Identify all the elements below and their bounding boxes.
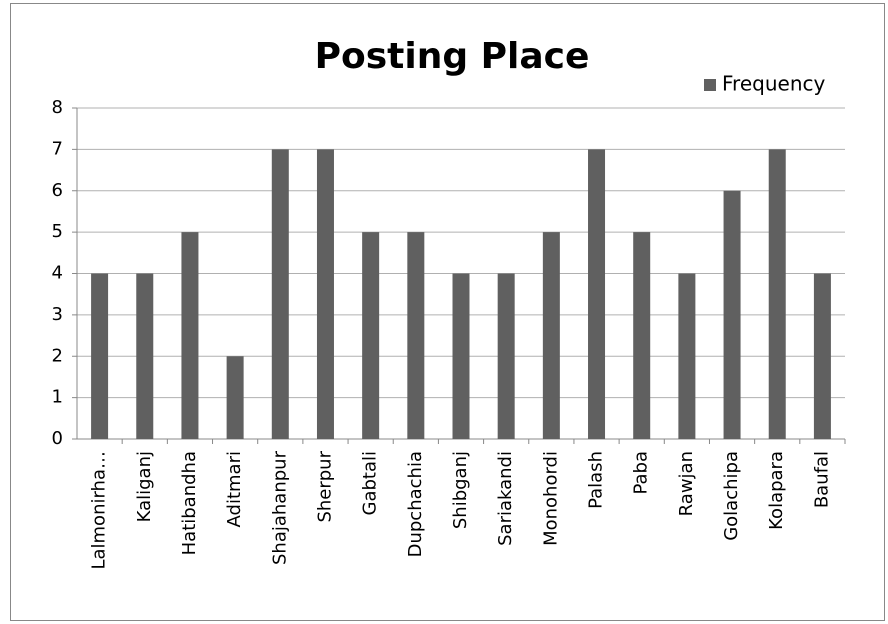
bar bbox=[316, 149, 334, 439]
bar bbox=[588, 149, 606, 439]
bar bbox=[91, 273, 109, 439]
bar bbox=[768, 149, 786, 439]
x-tick-label: Rawjan bbox=[676, 451, 697, 516]
x-tick-label: Baufal bbox=[811, 451, 832, 508]
y-tick-label: 7 bbox=[52, 138, 63, 159]
x-tick-label: Kaliganj bbox=[134, 451, 155, 522]
x-tick-label: Paba bbox=[631, 451, 652, 495]
bar bbox=[542, 232, 560, 439]
x-tick-label: Shajahanpur bbox=[269, 450, 290, 565]
bar bbox=[407, 232, 425, 439]
y-tick-label: 4 bbox=[52, 263, 63, 284]
bar bbox=[362, 232, 380, 439]
y-tick-label: 2 bbox=[52, 345, 63, 366]
x-tick-label: Monohordi bbox=[540, 451, 561, 546]
y-tick-label: 8 bbox=[52, 97, 63, 118]
bar bbox=[136, 273, 154, 439]
bar bbox=[497, 273, 515, 439]
bar bbox=[678, 273, 696, 439]
bar bbox=[226, 356, 244, 439]
x-tick-label: Sherpur bbox=[314, 450, 335, 522]
x-tick-label: Hatibandha bbox=[179, 451, 200, 555]
x-tick-label: Aditmari bbox=[224, 451, 245, 527]
y-tick-label: 1 bbox=[52, 387, 63, 408]
y-tick-label: 5 bbox=[52, 221, 63, 242]
x-tick-label: Kolapara bbox=[766, 451, 787, 530]
x-tick-label: Sariakandi bbox=[495, 451, 516, 546]
y-tick-label: 6 bbox=[52, 180, 63, 201]
x-tick-label: Golachipa bbox=[721, 451, 742, 541]
legend-label: Frequency bbox=[722, 72, 825, 96]
bar bbox=[813, 273, 831, 439]
bar bbox=[723, 190, 741, 439]
x-tick-label: Lalmonirha… bbox=[89, 451, 110, 570]
bar bbox=[633, 232, 651, 439]
bar bbox=[181, 232, 199, 439]
x-tick-label: Dupchachia bbox=[405, 451, 426, 557]
x-tick-label: Gabtali bbox=[360, 451, 381, 516]
legend-swatch bbox=[704, 79, 716, 91]
x-tick-label: Palash bbox=[586, 451, 607, 509]
y-tick-label: 0 bbox=[52, 428, 63, 449]
y-tick-label: 3 bbox=[52, 304, 63, 325]
x-tick-label: Shibganj bbox=[450, 451, 471, 529]
bar bbox=[452, 273, 470, 439]
chart-title: Posting Place bbox=[315, 36, 590, 77]
bar bbox=[271, 149, 289, 439]
